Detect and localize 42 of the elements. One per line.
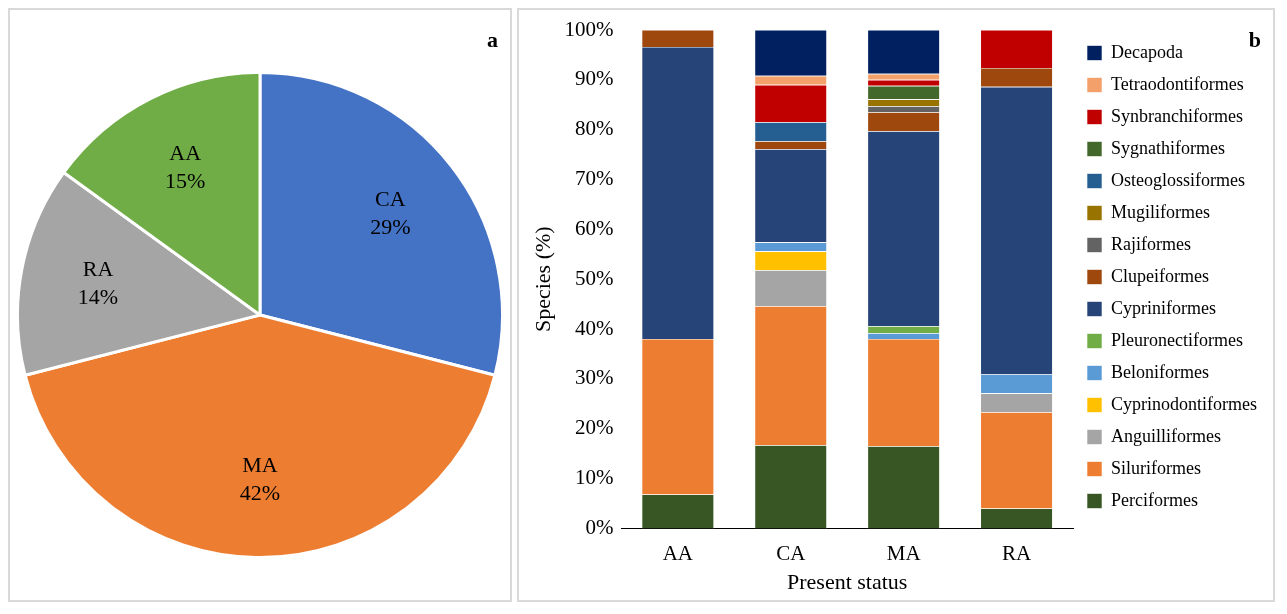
legend-label: Cyprinodontiformes xyxy=(1111,393,1258,414)
x-axis-title: Present status xyxy=(787,568,908,594)
slice-label: AA xyxy=(169,139,202,165)
legend-label: Mugiliformes xyxy=(1111,201,1211,222)
legend-label: Decapoda xyxy=(1111,41,1183,62)
data-label: 14% xyxy=(77,283,119,309)
legend-label: Tetraodontiformes xyxy=(1111,73,1244,94)
y-tick-label: 30% xyxy=(574,365,614,390)
y-tick-label: 40% xyxy=(574,315,614,340)
y-tick-label: 90% xyxy=(574,66,614,91)
slice-label: RA xyxy=(82,255,114,281)
y-axis-title: Species (%) xyxy=(529,226,555,333)
legend-label: Sygnathiformes xyxy=(1111,137,1226,158)
x-tick-label: RA xyxy=(1001,540,1032,565)
legend-label: Perciformes xyxy=(1111,489,1198,510)
y-tick-label: 20% xyxy=(574,415,614,440)
x-tick-label: MA xyxy=(886,540,922,565)
text: a xyxy=(487,26,498,52)
data-label: 15% xyxy=(164,167,206,193)
y-tick-label: 0% xyxy=(585,514,614,539)
legend-label: Osteoglossiformes xyxy=(1111,169,1246,190)
y-tick-label: 10% xyxy=(574,465,614,490)
y-tick-label: 100% xyxy=(564,16,614,41)
legend-label: Synbranchiformes xyxy=(1111,105,1243,126)
legend-label: Anguilliformes xyxy=(1111,425,1222,446)
legend-label: Beloniformes xyxy=(1111,361,1209,382)
legend-label: Siluriformes xyxy=(1111,457,1202,478)
legend-label: Clupeiformes xyxy=(1111,265,1209,286)
y-tick-label: 50% xyxy=(574,265,614,290)
text: b xyxy=(1248,26,1261,52)
data-label: 29% xyxy=(370,213,411,239)
data-label: 42% xyxy=(239,479,281,505)
slice-label: CA xyxy=(375,185,406,211)
y-tick-label: 80% xyxy=(574,116,614,141)
legend-label: Cypriniformes xyxy=(1111,297,1217,318)
legend-label: Pleuronectiformes xyxy=(1111,329,1243,350)
y-tick-label: 70% xyxy=(574,166,614,191)
x-tick-label: AA xyxy=(662,540,694,565)
slice-label: MA xyxy=(242,451,278,477)
x-tick-label: CA xyxy=(776,540,807,565)
legend-label: Rajiformes xyxy=(1111,233,1191,254)
y-tick-label: 60% xyxy=(574,215,614,240)
